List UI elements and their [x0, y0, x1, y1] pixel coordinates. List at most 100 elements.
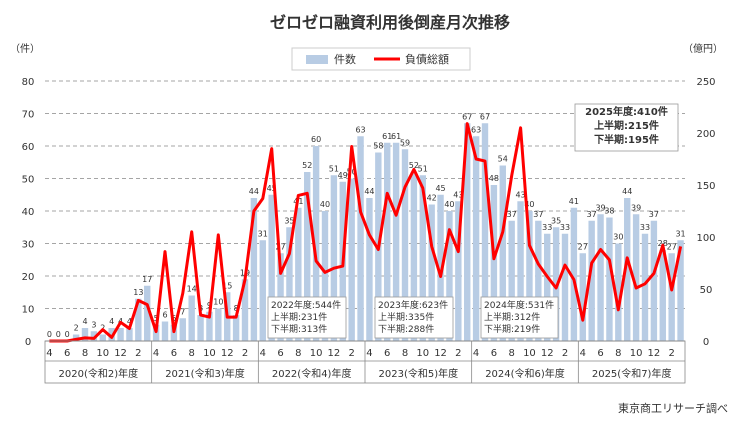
bar-value-label: 14: [187, 285, 197, 294]
bar: [312, 146, 320, 341]
bar-value-label: 40: [320, 200, 330, 209]
bar: [561, 233, 569, 341]
month-tick-label: 12: [221, 348, 234, 359]
bar: [135, 298, 142, 341]
bar: [366, 198, 373, 341]
chart-title: ゼロゼロ融資利用後倒産月次推移: [270, 13, 510, 32]
bar: [321, 211, 329, 341]
bar-value-label: 27: [275, 242, 285, 251]
bar-value-label: 10: [213, 298, 223, 307]
annotation-text: 2024年度:531件: [484, 299, 554, 311]
month-tick-label: 10: [416, 348, 429, 359]
bar-value-label: 58: [373, 142, 383, 151]
bar: [126, 328, 133, 341]
bar: [508, 220, 515, 341]
bar: [650, 220, 658, 341]
bar-value-label: 45: [435, 184, 445, 193]
left-tick-label: 40: [22, 207, 35, 218]
left-tick-label: 80: [22, 77, 35, 88]
annotation-text: 2025年度:410件: [585, 105, 668, 118]
bar-value-label: 43: [515, 190, 525, 199]
bar-value-label: 33: [542, 223, 552, 232]
legend-swatch-bar: [306, 55, 328, 64]
bar: [215, 308, 222, 341]
month-tick-label: 12: [541, 348, 554, 359]
bar-value-label: 31: [675, 229, 685, 238]
bar-value-label: 4: [109, 317, 114, 326]
right-tick-label: 200: [696, 129, 715, 140]
debt-line: [49, 122, 683, 343]
bar: [268, 194, 275, 341]
month-tick-label: 12: [328, 348, 341, 359]
bar: [286, 227, 293, 341]
bar-value-label: 37: [533, 210, 543, 219]
bar: [161, 321, 169, 341]
bar: [410, 172, 418, 341]
month-tick-label: 8: [82, 348, 88, 359]
left-tick-label: 30: [22, 240, 35, 251]
bar-value-label: 27: [578, 242, 588, 251]
right-tick-label: 150: [696, 181, 715, 192]
bar-value-label: 41: [569, 197, 579, 206]
annotation-text: 2023年度:623件: [378, 299, 448, 311]
bar: [330, 175, 338, 341]
bar: [179, 318, 186, 341]
left-tick-label: 60: [22, 142, 35, 153]
bar: [677, 240, 684, 341]
bar-value-label: 39: [631, 203, 641, 212]
bar-value-label: 33: [560, 223, 570, 232]
month-tick-label: 6: [597, 348, 603, 359]
bar-value-label: 39: [595, 203, 605, 212]
fiscal-year-label: 2021(令和3)年度: [165, 367, 245, 380]
bar-value-label: 17: [142, 275, 152, 284]
annotation-box: [480, 296, 559, 339]
bar-value-label: 51: [418, 164, 428, 173]
month-tick-label: 4: [260, 348, 266, 359]
bar: [588, 220, 595, 341]
bar-value-label: 40: [444, 200, 454, 209]
month-tick-label: 10: [523, 348, 536, 359]
source-note: 東京商工リサーチ調べ: [618, 401, 728, 415]
annotation-box: [374, 296, 454, 339]
bar: [90, 331, 98, 341]
bar: [464, 123, 471, 341]
left-tick-label: 10: [22, 305, 35, 316]
left-tick-label: 50: [22, 175, 35, 186]
right-tick-label: 100: [696, 233, 715, 244]
bar: [419, 175, 426, 341]
month-tick-label: 6: [277, 348, 283, 359]
bar-value-label: 31: [258, 229, 268, 238]
month-tick-label: 2: [668, 348, 674, 359]
bar-value-label: 45: [267, 184, 277, 193]
bar: [401, 149, 409, 341]
bar: [392, 142, 400, 341]
bar-value-label: 40: [524, 200, 534, 209]
bar: [188, 295, 195, 341]
bar-value-label: 67: [480, 112, 490, 121]
bar: [72, 334, 80, 341]
bar-value-label: 2: [74, 324, 79, 333]
legend-label-debt: 負債総額: [405, 52, 449, 66]
bar-value-label: 52: [409, 161, 419, 170]
annotation-text: 2022年度:544件: [271, 299, 341, 311]
bar-value-label: 63: [471, 125, 481, 134]
left-tick-label: 70: [22, 110, 35, 121]
month-tick-label: 6: [171, 348, 177, 359]
bar: [81, 328, 89, 341]
bar: [197, 315, 204, 341]
bar-value-label: 63: [355, 125, 365, 134]
bar: [472, 136, 480, 341]
bar-value-label: 4: [127, 317, 132, 326]
bar: [606, 217, 613, 341]
bar: [348, 178, 355, 341]
bar-value-label: 7: [180, 307, 185, 316]
bar: [579, 253, 586, 341]
annotation-text: 上半期:215件: [594, 119, 659, 132]
bar: [632, 214, 640, 341]
fiscal-year-label: 2024(令和6)年度: [485, 367, 565, 380]
month-tick-label: 2: [135, 348, 141, 359]
fiscal-year-label: 2023(令和5)年度: [379, 367, 459, 380]
bar-value-label: 8: [234, 304, 239, 313]
bar: [526, 211, 533, 341]
bar-value-label: 44: [249, 187, 259, 196]
